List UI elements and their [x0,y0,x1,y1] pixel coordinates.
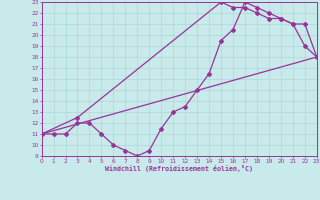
X-axis label: Windchill (Refroidissement éolien,°C): Windchill (Refroidissement éolien,°C) [105,165,253,172]
